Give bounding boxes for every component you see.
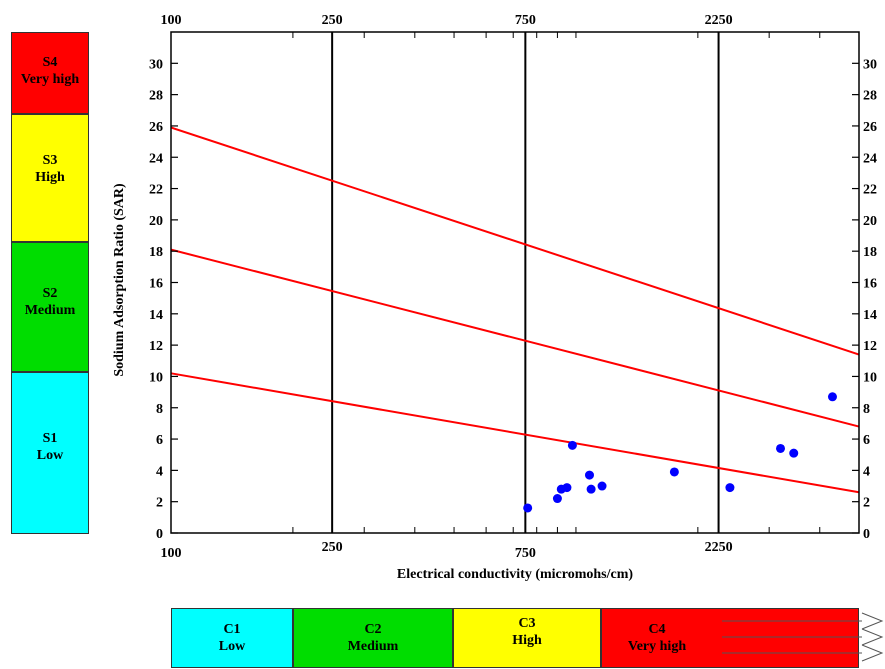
x-tick-label-bottom: 2250 [705,540,733,555]
y-tick-label-right: 2 [863,496,870,511]
y-tick-label: 10 [149,370,163,385]
y-tick-label-right: 12 [863,339,877,354]
data-point [776,443,786,453]
salinity-class-c3: C3 High [453,608,601,668]
data-point [827,392,837,402]
y-tick-label: 22 [149,183,163,198]
salinity-class-code: C3 [518,616,536,631]
x-tick-label-bottom: 250 [322,540,343,555]
c4-extension-arrows [722,612,884,662]
y-tick-label-right: 24 [863,151,877,166]
y-tick-label: 6 [156,433,163,448]
x-axis-label: Electrical conductivity (micromohs/cm) [397,567,633,582]
y-tick-label-right: 28 [863,89,877,104]
y-tick-label-right: 20 [863,214,877,229]
salinity-class-label: High [512,633,542,648]
x-tick-label-top: 250 [322,13,343,28]
y-tick-label-right: 22 [863,183,877,198]
y-tick-label: 24 [149,151,163,166]
data-point [725,483,735,493]
sodium-boundary-line [170,126,860,356]
y-tick-label: 0 [156,527,163,542]
y-tick-label: 26 [149,120,163,135]
y-tick-label: 28 [149,89,163,104]
y-tick-label: 2 [156,496,163,511]
sodium-class-label: Medium [24,303,76,318]
y-tick-label-right: 26 [863,120,877,135]
x-tick-label-top: 2250 [705,13,733,28]
y-tick-label: 30 [149,57,163,72]
data-point [552,494,562,504]
plot-frame [170,31,860,534]
y-tick-label: 4 [156,464,163,479]
data-point [562,483,572,493]
data-point [586,484,596,494]
y-tick-label: 12 [149,339,163,354]
y-tick-label-right: 0 [863,527,870,542]
data-point [789,448,799,458]
sodium-class-code: S2 [42,286,58,301]
y-tick-label-right: 18 [863,245,877,260]
salinity-class-code: C4 [648,622,666,637]
sodium-class-s3: S3 High [11,114,89,242]
y-tick-label: 20 [149,214,163,229]
salinity-class-c1: C1 Low [171,608,293,668]
x-tick-label-bottom: 100 [161,546,182,561]
x-tick-label-bottom: 750 [515,546,536,561]
y-tick-label: 16 [149,277,163,292]
sodium-class-label: High [35,170,65,185]
data-point [669,467,679,477]
salinity-class-c2: C2 Medium [293,608,453,668]
y-tick-label: 14 [149,308,163,323]
y-tick-label: 18 [149,245,163,260]
salinity-class-label: Low [218,639,246,654]
salinity-class-label: Medium [347,639,399,654]
y-tick-label: 8 [156,402,163,417]
y-tick-label-right: 10 [863,370,877,385]
y-tick-label-right: 6 [863,433,870,448]
data-point [597,481,607,491]
x-tick-label-top: 750 [515,13,536,28]
sodium-boundary-line [170,248,860,428]
sodium-class-s1: S1 Low [11,372,89,534]
sodium-class-label: Very high [20,72,80,87]
y-axis-label: Sodium Adsorption Ratio (SAR) [112,183,127,377]
data-point [584,470,594,480]
y-tick-label-right: 30 [863,57,877,72]
sodium-class-code: S3 [42,153,58,168]
sodium-class-s4: S4 Very high [11,32,89,114]
sodium-class-s2: S2 Medium [11,242,89,372]
sodium-boundary-line [170,372,860,494]
salinity-class-code: C2 [364,622,382,637]
y-tick-label-right: 14 [863,308,877,323]
data-point [523,503,533,513]
y-tick-label-right: 16 [863,277,877,292]
y-tick-label-right: 4 [863,464,870,479]
sodium-class-code: S1 [42,431,58,446]
x-tick-label-top: 100 [161,13,182,28]
y-tick-label-right: 8 [863,402,870,417]
salinity-class-label: Very high [627,639,687,654]
salinity-class-c4: C4 Very high [601,608,884,668]
sodium-class-label: Low [36,448,64,463]
sodium-class-code: S4 [42,55,58,70]
data-point [567,440,577,450]
salinity-class-code: C1 [223,622,241,637]
